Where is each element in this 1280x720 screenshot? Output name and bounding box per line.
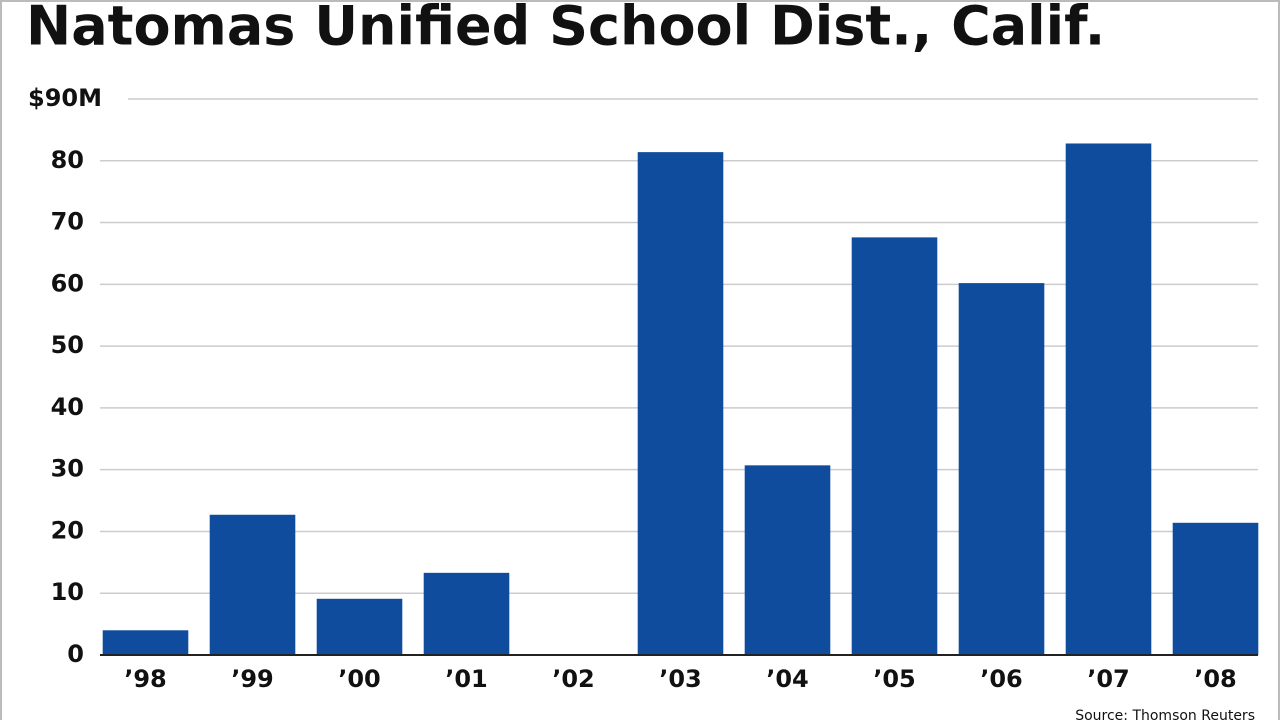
x-tick-label: ’04 (766, 665, 809, 693)
x-tick-label: ’08 (1194, 665, 1237, 693)
bar (744, 465, 831, 655)
bar (1172, 522, 1259, 655)
bar (1065, 143, 1152, 656)
y-tick-label: 0 (67, 640, 84, 668)
y-tick-label: 80 (51, 146, 84, 174)
y-tick-label: 30 (51, 455, 84, 483)
y-tick-label: $90M (28, 84, 102, 112)
x-tick-label: ’07 (1087, 665, 1130, 693)
y-tick-label: 20 (51, 516, 84, 544)
x-tick-label: ’01 (445, 665, 488, 693)
x-tick-label: ’99 (231, 665, 274, 693)
y-tick-label: 10 (51, 578, 84, 606)
y-tick-label: 60 (51, 269, 84, 297)
chart-title: Natomas Unified School Dist., Calif. (26, 0, 1105, 58)
bar (316, 598, 403, 655)
y-tick-label: 70 (51, 208, 84, 236)
y-tick-label: 40 (51, 393, 84, 421)
bar (637, 152, 724, 655)
x-tick-label: ’05 (873, 665, 916, 693)
y-tick-label: 50 (51, 331, 84, 359)
x-tick-label: ’98 (124, 665, 167, 693)
bar (958, 283, 1045, 655)
bar (851, 237, 938, 656)
source-note: Source: Thomson Reuters (1075, 708, 1255, 720)
bar (209, 514, 296, 655)
x-tick-label: ’03 (659, 665, 702, 693)
x-tick-label: ’02 (552, 665, 595, 693)
x-tick-label: ’00 (338, 665, 381, 693)
bar (423, 572, 510, 655)
bar (102, 630, 189, 655)
x-tick-label: ’06 (980, 665, 1023, 693)
